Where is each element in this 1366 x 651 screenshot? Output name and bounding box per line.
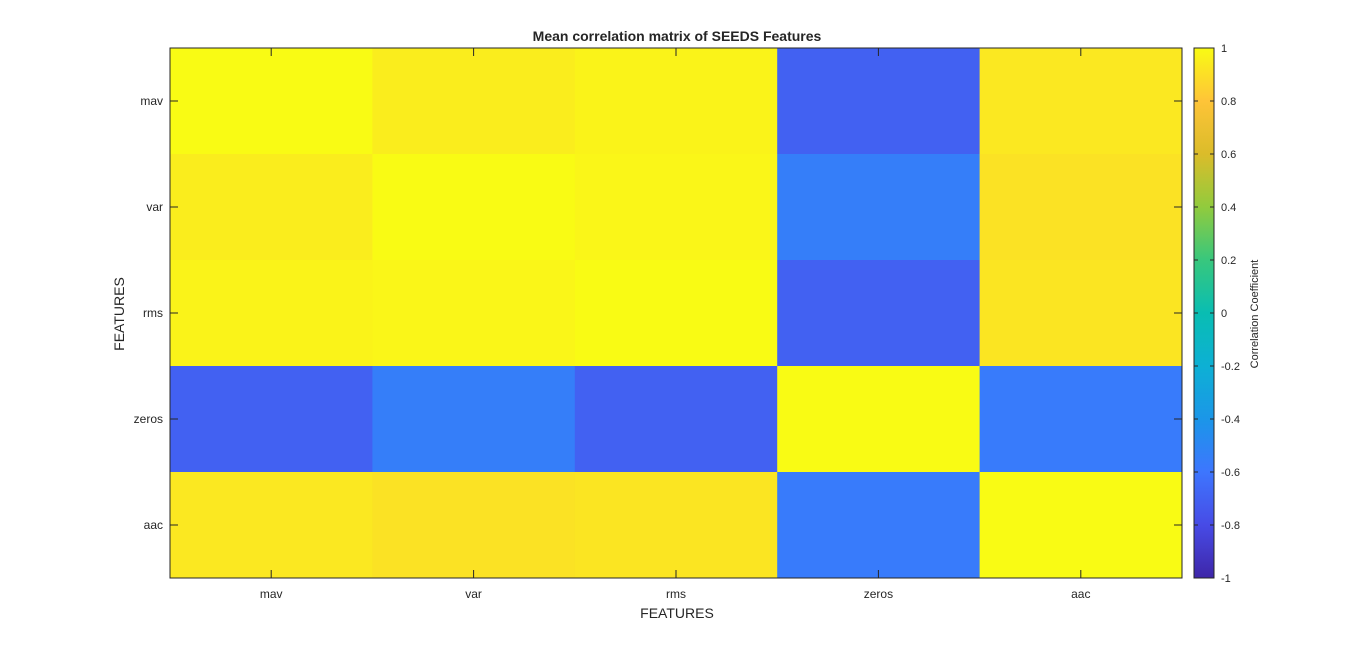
chart-title: Mean correlation matrix of SEEDS Feature…: [533, 28, 822, 44]
y-tick-label-aac: aac: [144, 518, 163, 532]
heatmap-cell-rms-aac: [979, 260, 1183, 367]
colorbar-tick-label: 0: [1221, 308, 1227, 320]
colorbar-tick-label: 1: [1221, 43, 1227, 55]
colorbar: 1 0.8 0.6 0.4 0.2 0 -0.2 -0.4 -0.6 -0.8 -1: [1193, 43, 1240, 585]
x-axis-label: FEATURES: [640, 605, 714, 621]
colorbar-tick-label: -0.2: [1221, 361, 1240, 373]
colorbar-tick-label: 0.6: [1221, 149, 1236, 161]
colorbar-gradient: [1194, 48, 1214, 578]
y-tick-label-var: var: [146, 200, 163, 214]
y-axis-label: FEATURES: [111, 277, 127, 351]
heatmap-cell-var-rms: [574, 154, 778, 261]
heatmap-cell-zeros-zeros: [777, 366, 981, 473]
heatmap-cell-zeros-aac: [979, 366, 1183, 473]
x-tick-label-rms: rms: [666, 587, 686, 601]
heatmap-cell-zeros-var: [372, 366, 576, 473]
y-tick-label-mav: mav: [140, 94, 163, 108]
heatmap-cell-var-aac: [979, 154, 1183, 261]
y-tick-label-zeros: zeros: [134, 412, 163, 426]
heatmap-cell-mav-zeros: [777, 48, 981, 155]
heatmap-cell-mav-var: [372, 48, 576, 155]
heatmap-cell-rms-var: [372, 260, 576, 367]
heatmap-cell-aac-mav: [170, 472, 373, 579]
heatmap-cell-aac-aac: [979, 472, 1183, 579]
heatmap-cell-zeros-rms: [574, 366, 778, 473]
colorbar-tick-label: -1: [1221, 573, 1231, 585]
heatmap-cell-var-zeros: [777, 154, 981, 261]
colorbar-tick-label: -0.8: [1221, 520, 1240, 532]
heatmap-cell-aac-rms: [574, 472, 778, 579]
axes-frame: [169, 47, 1183, 579]
x-tick-label-mav: mav: [260, 587, 283, 601]
colorbar-tick-label: -0.6: [1221, 467, 1240, 479]
heatmap-cell-rms-zeros: [777, 260, 981, 367]
heatmap-cell-var-mav: [170, 154, 373, 261]
colorbar-label: Correlation Coefficient: [1249, 260, 1261, 369]
heatmap-cell-zeros-mav: [170, 366, 373, 473]
heatmap-cell-var-var: [372, 154, 576, 261]
colorbar-tick-label: -0.4: [1221, 414, 1240, 426]
heatmap-cell-mav-rms: [574, 48, 778, 155]
y-tick-label-rms: rms: [143, 306, 163, 320]
colorbar-tick-label: 0.2: [1221, 255, 1236, 267]
x-tick-labels: mav var rms zeros aac: [260, 587, 1091, 601]
heatmap-cell-mav-aac: [979, 48, 1183, 155]
heatmap-cell-mav-mav: [170, 48, 373, 155]
x-tick-label-zeros: zeros: [864, 587, 893, 601]
heatmap-cell-aac-zeros: [777, 472, 981, 579]
heatmap-cell-rms-mav: [170, 260, 373, 367]
heatmap-cell-rms-rms: [574, 260, 778, 367]
x-tick-label-aac: aac: [1071, 587, 1090, 601]
heatmap-cell-aac-var: [372, 472, 576, 579]
x-tick-label-var: var: [465, 587, 482, 601]
colorbar-tick-label: 0.4: [1221, 202, 1236, 214]
y-tick-labels: mav var rms zeros aac: [134, 94, 163, 532]
colorbar-tick-label: 0.8: [1221, 96, 1236, 108]
heatmap-cells: [170, 48, 1183, 579]
